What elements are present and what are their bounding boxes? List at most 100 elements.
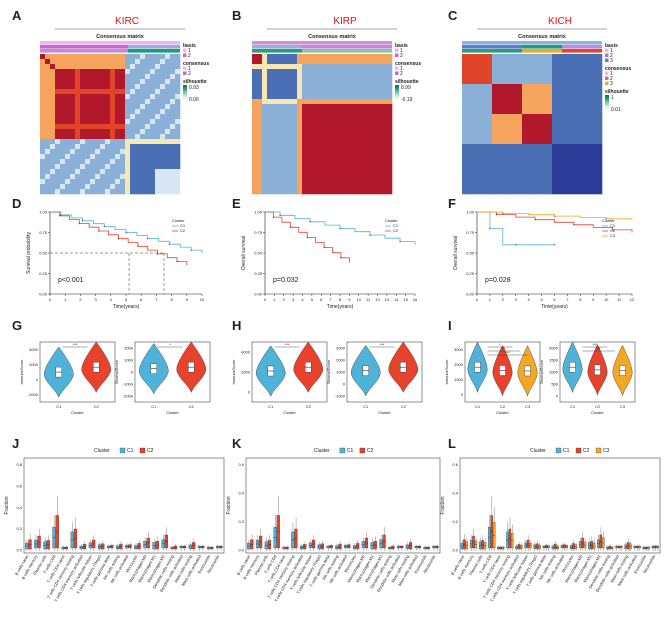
- matrix-cell: [150, 164, 156, 170]
- matrix-cell: [282, 174, 288, 180]
- matrix-cell: [462, 79, 468, 85]
- matrix-cell: [327, 69, 333, 75]
- legend-swatch: [339, 447, 346, 454]
- matrix-cell: [567, 159, 573, 165]
- matrix-cell: [492, 54, 498, 60]
- matrix-cell: [537, 129, 543, 135]
- kich-title: KICH: [548, 16, 572, 27]
- matrix-cell: [297, 144, 303, 150]
- matrix-cell: [572, 84, 578, 90]
- matrix-cell: [487, 149, 493, 155]
- matrix-cell: [337, 109, 343, 115]
- matrix-cell: [130, 89, 136, 95]
- matrix-cell: [462, 74, 468, 80]
- matrix-cell: [527, 94, 533, 100]
- matrix-cell: [100, 94, 106, 100]
- legend-label: C2: [367, 448, 374, 454]
- matrix-cell: [65, 69, 71, 75]
- legend-swatch: [139, 447, 146, 454]
- matrix-cell: [377, 189, 383, 195]
- legend-title: Cluster: [172, 218, 185, 223]
- matrix-cell: [75, 149, 81, 155]
- matrix-cell: [65, 134, 71, 140]
- matrix-cell: [337, 124, 343, 130]
- matrix-cell: [282, 154, 288, 160]
- matrix-cell: [347, 94, 353, 100]
- matrix-cell: [522, 119, 528, 125]
- matrix-cell: [40, 74, 46, 80]
- matrix-cell: [272, 64, 278, 70]
- matrix-cell: [100, 149, 106, 155]
- matrix-cell: [567, 169, 573, 175]
- matrix-cell: [175, 134, 181, 140]
- matrix-cell: [497, 79, 503, 85]
- silhouette-gradient-step: [183, 95, 187, 98]
- matrix-cell: [312, 89, 318, 95]
- matrix-cell: [307, 154, 313, 160]
- matrix-cell: [155, 59, 161, 65]
- matrix-cell: [472, 99, 478, 105]
- matrix-cell: [150, 174, 156, 180]
- matrix-cell: [542, 184, 548, 190]
- legend-title: Cluster: [94, 448, 110, 454]
- legend-consensus-item: 2: [188, 71, 191, 77]
- matrix-cell: [472, 184, 478, 190]
- matrix-cell: [532, 124, 538, 130]
- matrix-cell: [582, 74, 588, 80]
- y-tick-label: 0.0: [238, 548, 244, 553]
- legend-label: C3: [610, 233, 616, 238]
- matrix-cell: [90, 184, 96, 190]
- matrix-cell: [312, 169, 318, 175]
- legend-swatch: [555, 447, 562, 454]
- matrix-cell: [287, 144, 293, 150]
- matrix-cell: [322, 54, 328, 60]
- matrix-cell: [262, 119, 268, 125]
- matrix-cell: [287, 114, 293, 120]
- matrix-cell: [110, 164, 116, 170]
- matrix-cell: [130, 79, 136, 85]
- matrix-cell: [70, 144, 76, 150]
- matrix-cell: [497, 59, 503, 65]
- matrix-cell: [512, 149, 518, 155]
- km-curve-c1: [50, 211, 203, 253]
- matrix-cell: [522, 114, 528, 120]
- matrix-cell: [175, 79, 181, 85]
- matrix-cell: [517, 79, 523, 85]
- matrix-cell: [165, 169, 171, 175]
- matrix-cell: [487, 134, 493, 140]
- matrix-cell: [45, 104, 51, 110]
- matrix-cell: [527, 179, 533, 185]
- matrix-cell: [272, 109, 278, 115]
- matrix-cell: [477, 74, 483, 80]
- matrix-cell: [140, 64, 146, 70]
- matrix-cell: [532, 94, 538, 100]
- matrix-cell: [552, 104, 558, 110]
- matrix-cell: [577, 144, 583, 150]
- matrix-cell: [347, 99, 353, 105]
- matrix-cell: [55, 84, 61, 90]
- matrix-cell: [60, 164, 66, 170]
- matrix-cell: [120, 104, 126, 110]
- matrix-cell: [372, 69, 378, 75]
- censor-mark: +: [611, 227, 614, 232]
- matrix-cell: [267, 119, 273, 125]
- matrix-cell: [477, 54, 483, 60]
- matrix-cell: [50, 104, 56, 110]
- matrix-cell: [592, 154, 598, 160]
- matrix-cell: [95, 149, 101, 155]
- matrix-cell: [130, 164, 136, 170]
- matrix-cell: [80, 54, 86, 60]
- matrix-cell: [45, 164, 51, 170]
- matrix-cell: [377, 54, 383, 60]
- matrix-cell: [317, 129, 323, 135]
- matrix-cell: [135, 64, 141, 70]
- censor-mark: +: [553, 214, 556, 219]
- matrix-cell: [577, 89, 583, 95]
- matrix-cell: [135, 54, 141, 60]
- matrix-cell: [120, 84, 126, 90]
- matrix-cell: [277, 64, 283, 70]
- matrix-cell: [50, 164, 56, 170]
- matrix-cell: [387, 124, 393, 130]
- matrix-cell: [377, 79, 383, 85]
